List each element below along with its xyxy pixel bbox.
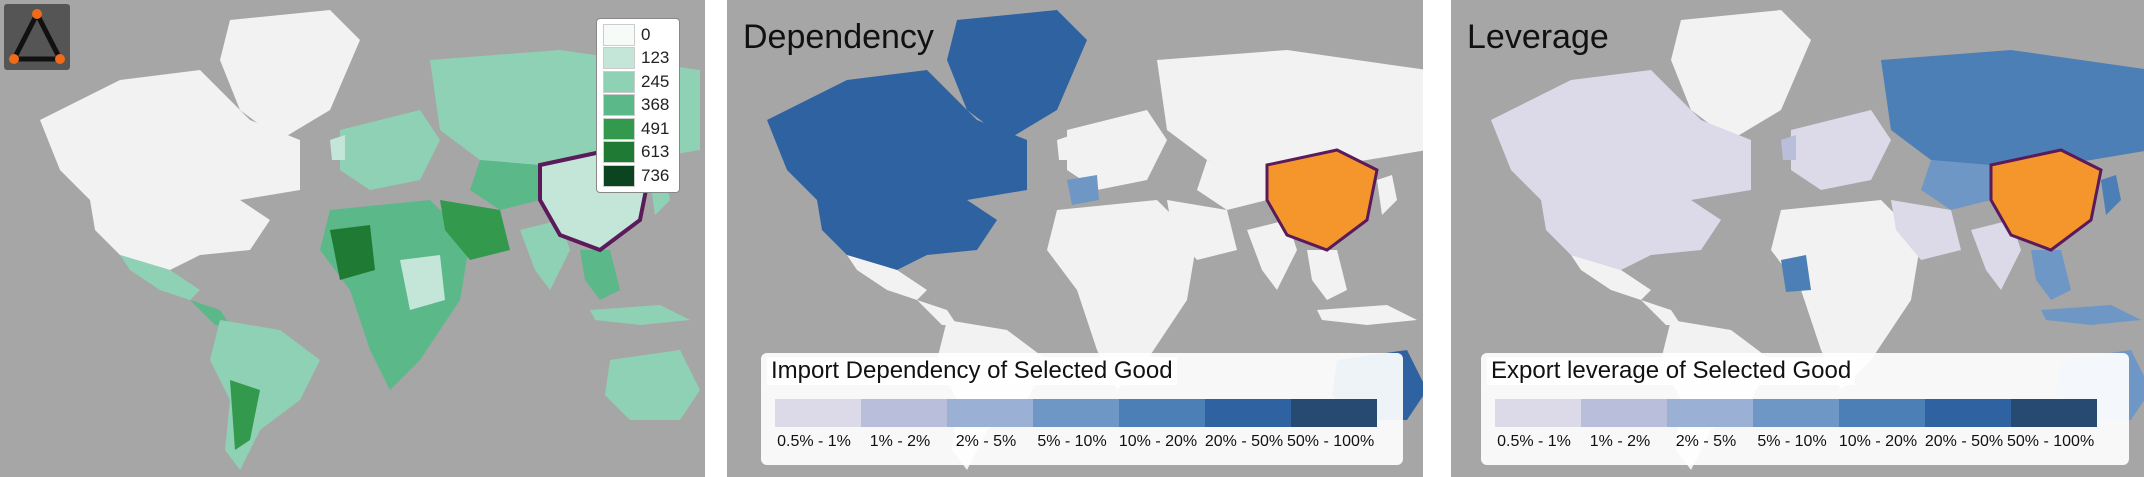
uk-region[interactable] [1057, 135, 1072, 160]
scale-swatch [603, 47, 635, 70]
legend-label: 5% - 10% [1037, 433, 1107, 450]
indonesia-region[interactable] [1317, 305, 1417, 325]
southeast-asia-region[interactable] [2031, 250, 2071, 300]
central-asia-region[interactable] [470, 160, 540, 210]
france-region[interactable] [1067, 175, 1099, 205]
legend-label: 1% - 2% [869, 433, 931, 450]
scale-label: 245 [641, 71, 670, 91]
world-map-leverage[interactable] [1451, 0, 2144, 477]
russia-region[interactable] [1881, 50, 2144, 170]
value-scale-legend: 0 123 245 368 491 613 736 [596, 18, 680, 193]
south-america-region[interactable] [210, 320, 320, 470]
scale-row: 123 [603, 47, 673, 71]
usa-region[interactable] [817, 200, 997, 270]
import-dependency-legend: Import Dependency of Selected Good 0.5% … [761, 353, 1403, 465]
indonesia-region[interactable] [590, 305, 690, 325]
scale-label: 736 [641, 165, 670, 185]
legend-label: 0.5% - 1% [1497, 433, 1571, 450]
usa-region[interactable] [1541, 200, 1721, 270]
scale-swatch [603, 23, 635, 46]
scale-swatch [603, 94, 635, 117]
uk-region[interactable] [330, 135, 345, 160]
southeast-asia-region[interactable] [1307, 250, 1347, 300]
legend-label: 2% - 5% [1675, 433, 1737, 450]
west-africa-region[interactable] [1781, 255, 1811, 292]
dependency-map-panel[interactable]: Dependency Import Dependency of Selected… [727, 0, 1423, 477]
central-asia-region[interactable] [1197, 160, 1267, 210]
europe-region[interactable] [1791, 110, 1891, 190]
australia-region[interactable] [605, 350, 700, 420]
leverage-map-panel[interactable]: Leverage Export leverage of Selected Goo… [1451, 0, 2144, 477]
legend-swatch [1495, 399, 1581, 427]
legend-swatch [1667, 399, 1753, 427]
central-asia-region[interactable] [1921, 160, 1991, 210]
legend-swatch [1925, 399, 2011, 427]
panel-title: Dependency [743, 18, 934, 56]
legend-title: Export leverage of Selected Good [1487, 357, 1856, 385]
indonesia-region[interactable] [2041, 305, 2141, 325]
scale-row: 491 [603, 117, 673, 141]
legend-swatch [1119, 399, 1205, 427]
scale-label: 368 [641, 95, 670, 115]
scale-row: 613 [603, 141, 673, 165]
legend-label: 20% - 50% [1204, 433, 1284, 450]
scale-swatch [603, 141, 635, 164]
legend-label: 50% - 100% [2007, 433, 2095, 450]
uk-region[interactable] [1781, 135, 1796, 160]
central-africa-region[interactable] [400, 255, 445, 310]
world-map-dependency[interactable] [727, 0, 1423, 477]
usa-region[interactable] [90, 200, 270, 270]
scale-swatch [603, 117, 635, 140]
legend-label: 20% - 50% [1924, 433, 2004, 450]
legend-swatch [1753, 399, 1839, 427]
scale-row: 245 [603, 70, 673, 94]
scale-label: 0 [641, 24, 651, 44]
legend-swatch [1291, 399, 1377, 427]
world-map-green[interactable] [0, 0, 705, 477]
legend-label: 10% - 20% [1838, 433, 1918, 450]
japan-region[interactable] [2101, 175, 2121, 215]
legend-labels: 0.5% - 1% 1% - 2% 2% - 5% 5% - 10% 10% -… [771, 433, 1375, 451]
legend-swatch [1581, 399, 1667, 427]
legend-swatch [1839, 399, 1925, 427]
legend-labels: 0.5% - 1% 1% - 2% 2% - 5% 5% - 10% 10% -… [1491, 433, 2095, 451]
legend-swatch [2011, 399, 2097, 427]
legend-label: 5% - 10% [1757, 433, 1827, 450]
legend-label: 50% - 100% [1287, 433, 1375, 450]
legend-swatch [861, 399, 947, 427]
legend-title: Import Dependency of Selected Good [767, 357, 1177, 385]
argentina-region[interactable] [230, 380, 260, 450]
legend-label: 0.5% - 1% [777, 433, 851, 450]
west-africa-region[interactable] [330, 225, 375, 280]
legend-swatch [775, 399, 861, 427]
japan-region[interactable] [1377, 175, 1397, 215]
legend-swatch [947, 399, 1033, 427]
scale-row: 368 [603, 94, 673, 118]
scale-label: 491 [641, 118, 670, 138]
network-map-panel[interactable]: 0 123 245 368 491 613 736 [0, 0, 705, 477]
legend-label: 10% - 20% [1118, 433, 1198, 450]
legend-label: 1% - 2% [1589, 433, 1651, 450]
scale-row: 0 [603, 23, 673, 47]
scale-label: 613 [641, 142, 670, 162]
southeast-asia-region[interactable] [580, 250, 620, 300]
scale-swatch [603, 70, 635, 93]
scale-row: 736 [603, 164, 673, 188]
legend-label: 2% - 5% [955, 433, 1017, 450]
legend-swatch [1205, 399, 1291, 427]
legend-swatches [1495, 399, 2097, 427]
scale-label: 123 [641, 48, 670, 68]
network-triangle-icon[interactable] [4, 4, 70, 70]
legend-swatch [1033, 399, 1119, 427]
europe-region[interactable] [340, 110, 440, 190]
russia-region[interactable] [1157, 50, 1423, 170]
scale-swatch [603, 164, 635, 187]
legend-swatches [775, 399, 1377, 427]
export-leverage-legend: Export leverage of Selected Good 0.5% - … [1481, 353, 2129, 465]
panel-title: Leverage [1467, 18, 1609, 56]
